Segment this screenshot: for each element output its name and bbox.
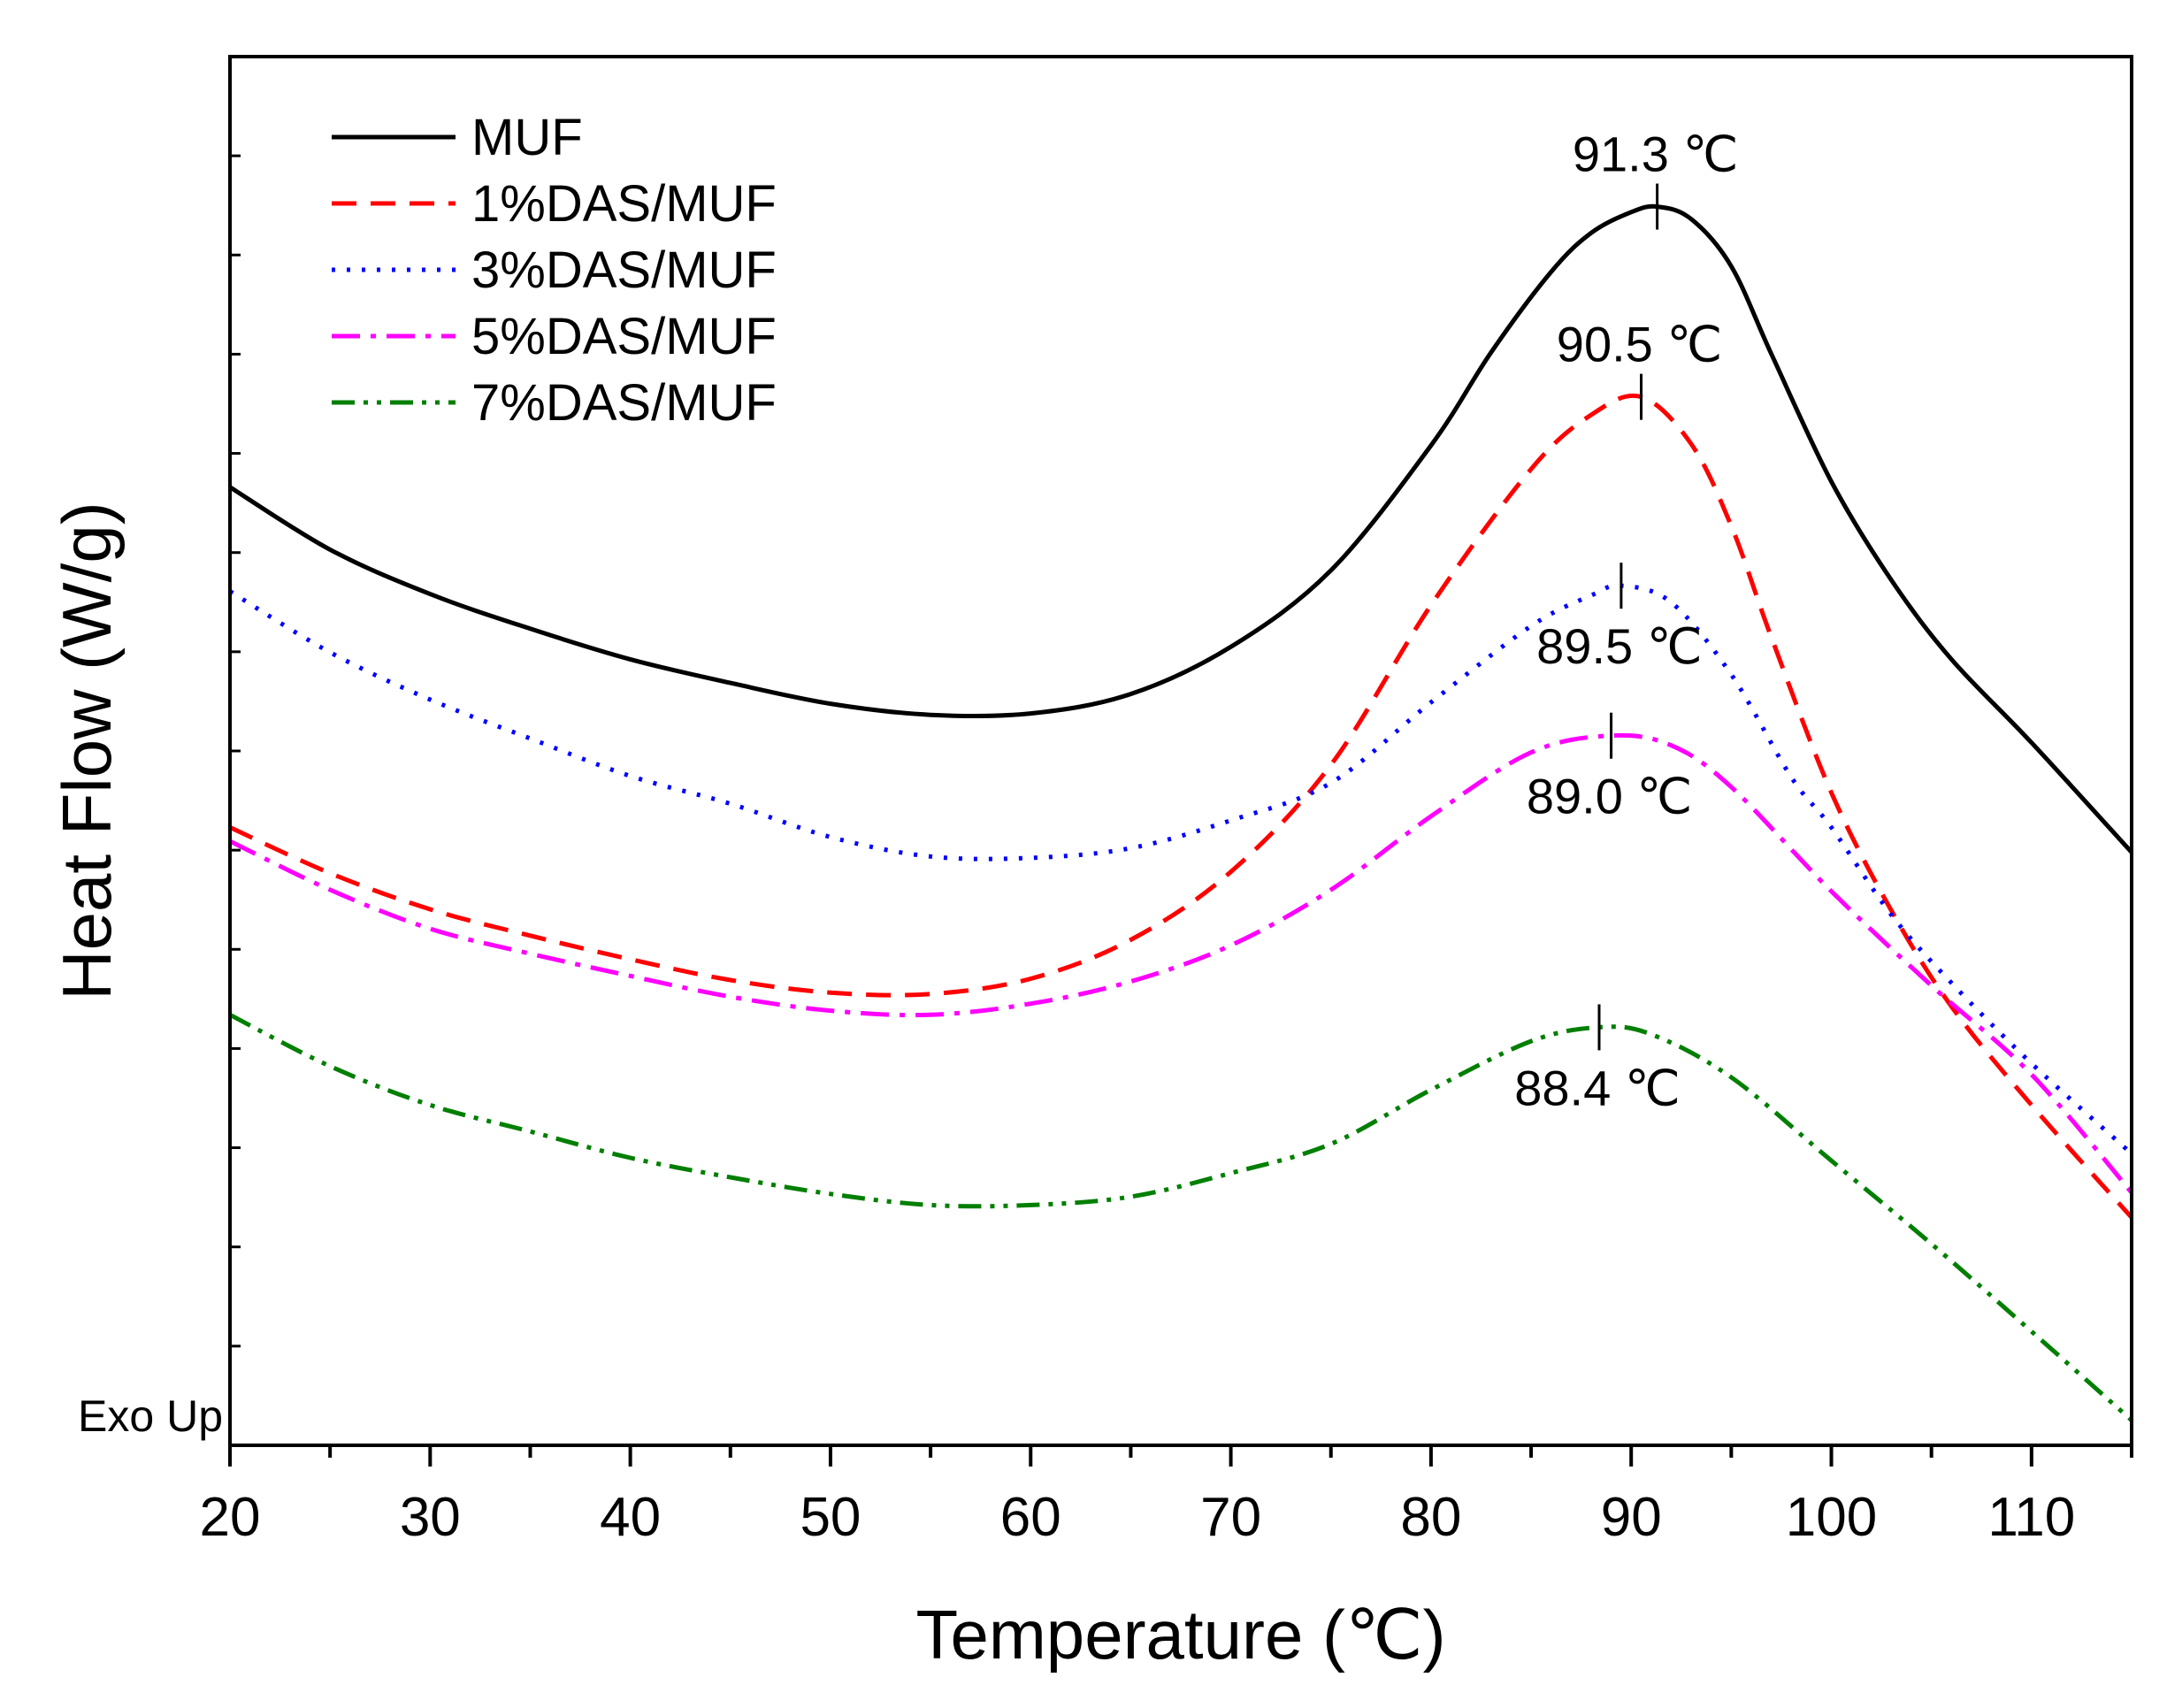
x-axis-title: Temperature (℃)	[915, 1596, 1445, 1674]
peak-label-1pct-das-muf: 90.5 ℃	[1557, 317, 1722, 372]
x-tick-label-30: 30	[400, 1487, 461, 1548]
legend-item-5pct-das-muf: 5%DAS/MUF	[332, 308, 777, 365]
legend-label-7pct-das-muf: 7%DAS/MUF	[471, 374, 777, 432]
peak-annotations: 91.3 ℃ 90.5 ℃ 89.5 ℃ 89.0 ℃ 88.4 ℃	[1514, 126, 1738, 1116]
series-line-1pct-das-muf	[228, 393, 2133, 1220]
x-tick-label-90: 90	[1601, 1487, 1662, 1548]
x-tick-label-80: 80	[1400, 1487, 1461, 1548]
x-axis-ticks	[228, 1445, 2133, 1467]
series-line-7pct-das-muf	[228, 1013, 2133, 1422]
series-line-muf	[228, 203, 2133, 854]
series-curves	[228, 203, 2133, 1422]
legend-item-muf: MUF	[332, 109, 583, 166]
legend-label-3pct-das-muf: 3%DAS/MUF	[471, 241, 777, 299]
x-tick-label-100: 100	[1786, 1487, 1877, 1548]
peak-label-5pct-das-muf: 89.0 ℃	[1527, 769, 1692, 824]
plot-area	[230, 57, 2132, 1445]
legend-label-5pct-das-muf: 5%DAS/MUF	[471, 308, 777, 365]
legend-label-muf: MUF	[471, 109, 583, 166]
x-tick-label-50: 50	[800, 1487, 861, 1548]
legend-label-1pct-das-muf: 1%DAS/MUF	[471, 175, 777, 233]
x-axis-tick-labels: 20 30 40 50 60 70 80 90 100 110	[200, 1487, 2076, 1548]
x-tick-label-40: 40	[600, 1487, 661, 1548]
legend: MUF 1%DAS/MUF 3%DAS/MUF 5%DAS/MUF 7%DAS/MUF	[332, 109, 777, 432]
x-tick-label-110: 110	[1987, 1487, 2075, 1548]
peak-markers	[1597, 183, 1659, 1051]
exo-up-label: Exo Up	[78, 1391, 223, 1441]
peak-label-3pct-das-muf: 89.5 ℃	[1536, 618, 1702, 674]
peak-label-muf: 91.3 ℃	[1573, 126, 1738, 182]
plot-frame	[228, 55, 2133, 1447]
legend-item-3pct-das-muf: 3%DAS/MUF	[332, 241, 777, 299]
peak-label-7pct-das-muf: 88.4 ℃	[1514, 1060, 1680, 1115]
x-tick-label-20: 20	[200, 1487, 261, 1548]
y-axis-title: Heat Flow (W/g)	[48, 502, 126, 1000]
legend-item-1pct-das-muf: 1%DAS/MUF	[332, 175, 777, 233]
legend-item-7pct-das-muf: 7%DAS/MUF	[332, 374, 777, 432]
x-tick-label-70: 70	[1200, 1487, 1261, 1548]
series-line-5pct-das-muf	[228, 732, 2133, 1194]
x-tick-label-60: 60	[1000, 1487, 1061, 1548]
